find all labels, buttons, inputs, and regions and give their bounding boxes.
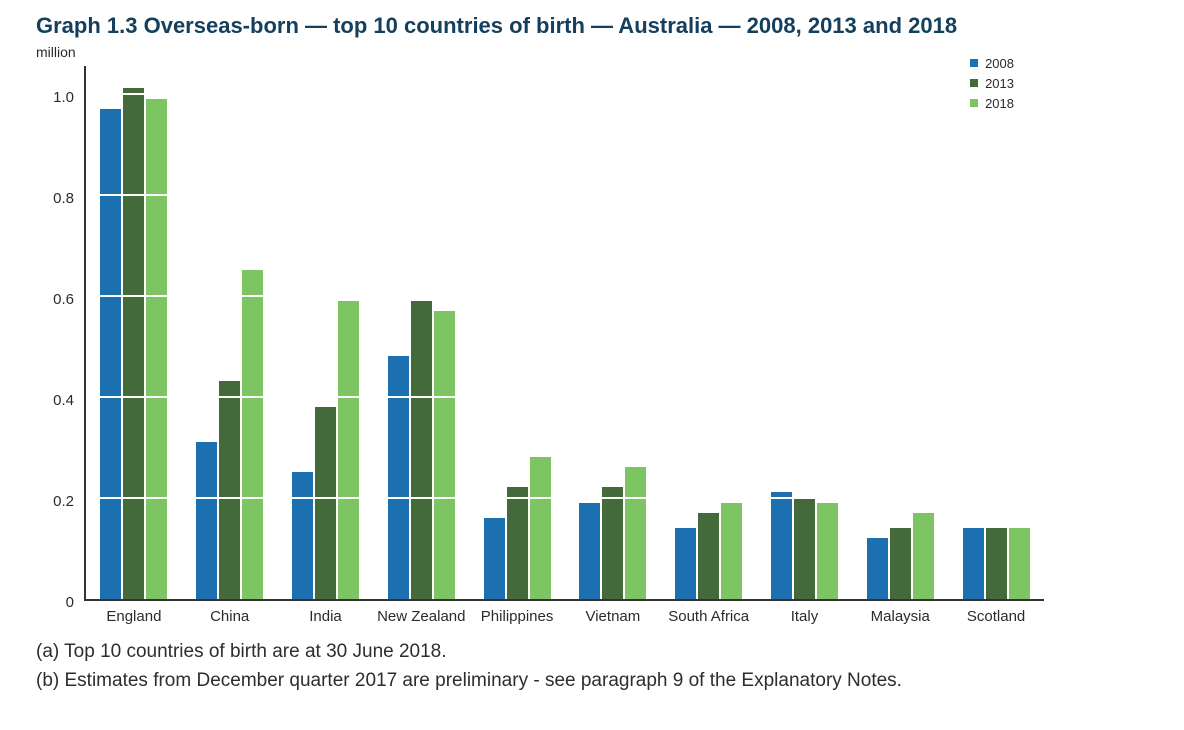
bar-2018-new-zealand [433, 310, 455, 599]
x-label-malaysia: Malaysia [870, 607, 930, 625]
bar-2013-india [314, 406, 336, 599]
bar-group-india: India [291, 66, 359, 625]
bar-group-malaysia: Malaysia [866, 66, 934, 625]
bar-2008-south-africa [675, 527, 697, 599]
x-label-south-africa: South Africa [668, 607, 750, 625]
footnotes: (a) Top 10 countries of birth are at 30 … [36, 637, 1184, 696]
plot-row: million 0 0.2 0.4 0.6 0.8 1.0 England China Ind… [36, 44, 1044, 625]
bar-2008-malaysia [866, 537, 888, 599]
bar-2018-philippines [529, 457, 551, 599]
legend-item-2018: 2018 [970, 96, 1014, 111]
bar-2018-vietnam [625, 467, 647, 599]
bar-2013-new-zealand [410, 300, 432, 599]
bar-2018-italy [816, 502, 838, 599]
bar-2008-italy [770, 492, 792, 599]
y-tick-0.4: 0.4 [53, 391, 74, 409]
bar-2013-italy [793, 497, 815, 599]
bar-2013-scotland [985, 527, 1007, 599]
legend-swatch-2008 [970, 59, 979, 67]
x-label-china: China [210, 607, 250, 625]
bar-2008-vietnam [579, 502, 601, 599]
bar-2008-india [291, 472, 313, 599]
plot-area: England China India New Zealand Philippines V… [84, 65, 1044, 625]
bar-group-new-zealand: New Zealand [377, 66, 465, 625]
y-tick-0.2: 0.2 [53, 492, 74, 510]
bar-2013-philippines [506, 487, 528, 599]
chart-legend: 2008 2013 2018 [970, 56, 1014, 111]
bar-2018-scotland [1008, 527, 1030, 599]
x-label-scotland: Scotland [966, 607, 1026, 625]
y-tick-0.6: 0.6 [53, 290, 74, 308]
bar-2013-china [219, 381, 241, 599]
bar-group-italy: Italy [770, 66, 838, 625]
bar-group-south-africa: South Africa [668, 66, 749, 625]
bar-2018-england [146, 98, 168, 599]
x-label-vietnam: Vietnam [585, 607, 641, 625]
bar-2018-china [242, 270, 264, 599]
bar-2008-philippines [483, 517, 505, 599]
bar-2013-vietnam [602, 487, 624, 599]
legend-item-2008: 2008 [970, 56, 1014, 71]
bar-group-vietnam: Vietnam [579, 66, 647, 625]
y-tick-0: 0 [65, 593, 74, 611]
x-label-philippines: Philippines [480, 607, 554, 625]
legend-label-2018: 2018 [985, 95, 1014, 111]
footnote-a: (a) Top 10 countries of birth are at 30 … [36, 640, 447, 662]
y-axis-unit-label: million [36, 43, 76, 60]
legend-swatch-2013 [970, 79, 979, 87]
page-title: Graph 1.3 Overseas-born — top 10 countri… [36, 13, 958, 38]
bar-2013-england [123, 88, 145, 599]
bar-2013-south-africa [698, 512, 720, 599]
bar-chart: million 0 0.2 0.4 0.6 0.8 1.0 England China Ind… [36, 44, 1044, 625]
x-label-new-zealand: New Zealand [377, 607, 466, 625]
legend-item-2013: 2013 [970, 76, 1014, 91]
bar-2008-new-zealand [387, 356, 409, 599]
bar-group-china: China [196, 66, 264, 625]
y-axis: million 0 0.2 0.4 0.6 0.8 1.0 [36, 44, 84, 611]
bar-2013-malaysia [889, 527, 911, 599]
x-label-italy: Italy [790, 607, 819, 625]
y-tick-0.8: 0.8 [53, 189, 74, 207]
bar-2018-malaysia [912, 512, 934, 599]
footnote-b: (b) Estimates from December quarter 2017… [36, 669, 902, 691]
page: Graph 1.3 Overseas-born — top 10 countri… [0, 12, 1184, 730]
bar-2008-scotland [962, 527, 984, 599]
legend-swatch-2018 [970, 99, 979, 107]
legend-label-2013: 2013 [985, 75, 1014, 91]
bar-2018-south-africa [721, 502, 743, 599]
bar-2018-india [337, 300, 359, 599]
bar-group-scotland: Scotland [962, 66, 1030, 625]
x-label-england: England [106, 607, 162, 625]
y-tick-1: 1.0 [53, 88, 74, 106]
bar-2008-china [196, 441, 218, 599]
bar-group-england: England [100, 66, 168, 625]
x-label-india: India [309, 607, 342, 625]
bar-2008-england [100, 108, 122, 599]
bar-group-philippines: Philippines [481, 66, 553, 625]
legend-label-2008: 2008 [985, 55, 1014, 71]
